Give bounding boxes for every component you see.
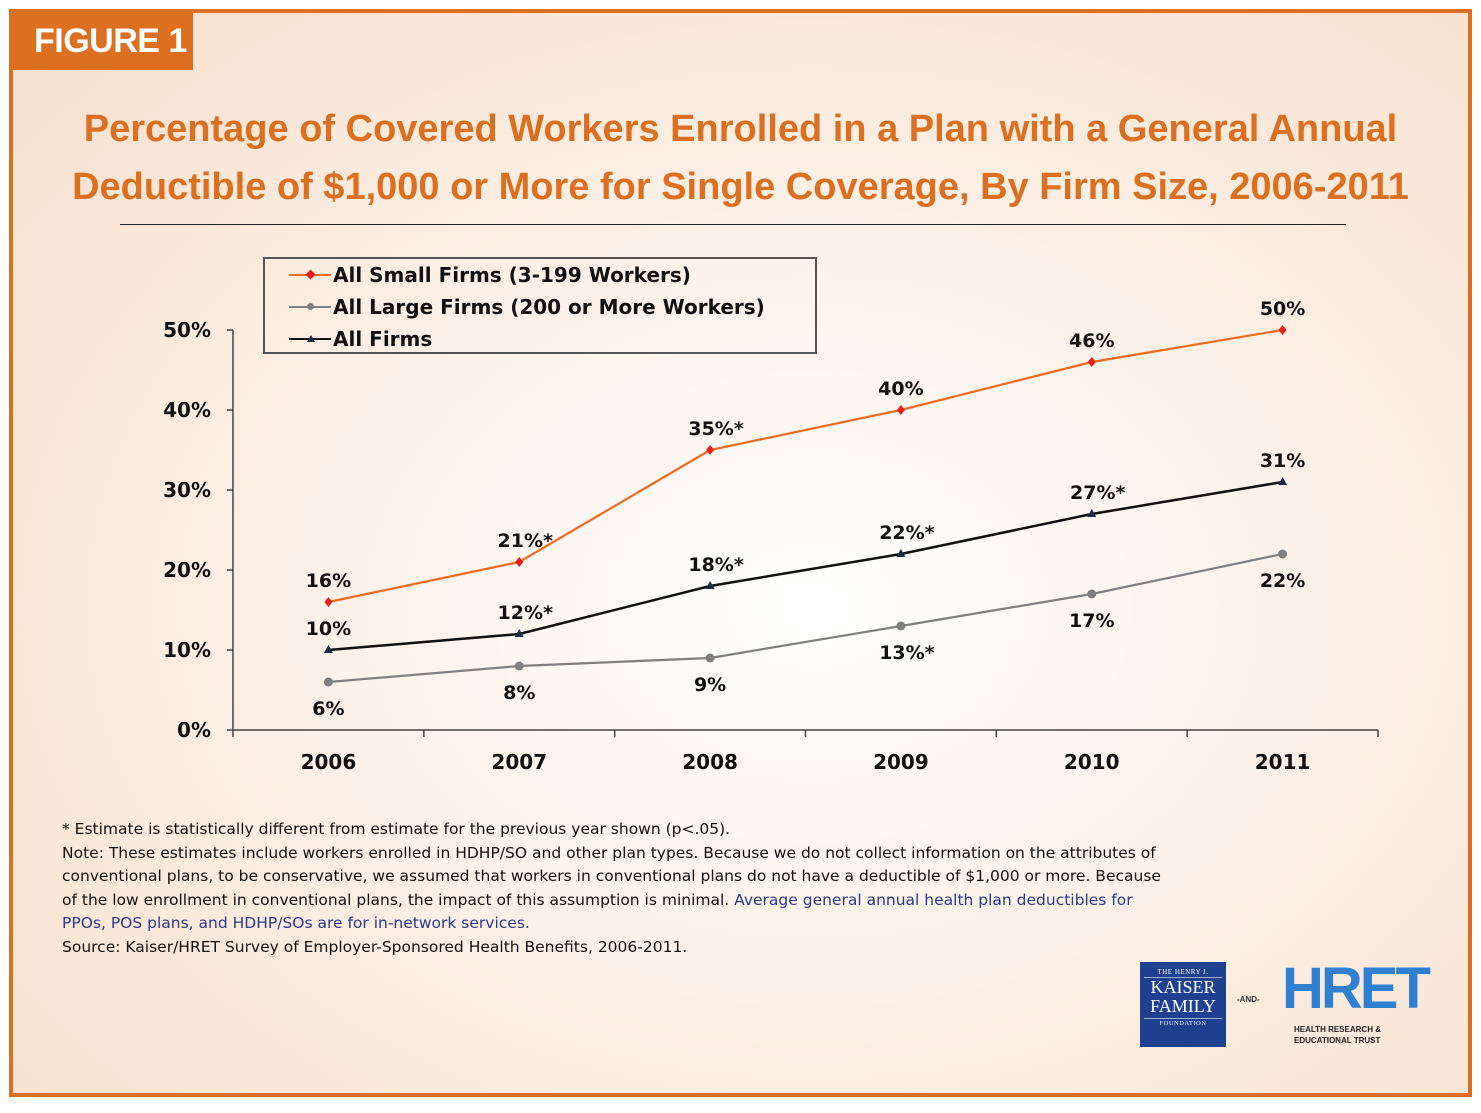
hret-logo-subtitle: HEALTH RESEARCH & EDUCATIONAL TRUST: [1294, 1024, 1381, 1046]
series-markers: [323, 325, 1288, 687]
y-tick-label: 30%: [163, 478, 211, 502]
data-point-all-firms: [1278, 477, 1288, 485]
data-point-all-firms: [705, 581, 715, 589]
data-label-small-firms: 21%*: [498, 530, 553, 552]
data-point-large-firms: [896, 621, 906, 631]
data-label-all-firms: 18%*: [688, 554, 743, 576]
data-label-all-firms: 12%*: [498, 602, 553, 624]
data-point-small-firms: [1278, 325, 1287, 335]
x-tick-label: 2009: [873, 750, 929, 774]
data-label-all-firms: 22%*: [879, 522, 934, 544]
data-point-large-firms: [514, 661, 524, 671]
note-line-2: conventional plans, to be conservative, …: [62, 867, 1161, 885]
deductibles-link-text-2[interactable]: PPOs, POS plans, and HDHP/SOs are for in…: [62, 914, 530, 932]
legend-label-all-firms: All Firms: [333, 327, 433, 351]
chart-title: Percentage of Covered Workers Enrolled i…: [0, 100, 1481, 216]
logos: THE HENRY J. KAISER FAMILY FOUNDATION -A…: [1140, 958, 1440, 1050]
chart-notes: * Estimate is statistically different fr…: [62, 818, 1342, 959]
series-line-large-firms: [328, 552, 1283, 684]
source-note: Source: Kaiser/HRET Survey of Employer-S…: [62, 937, 688, 956]
data-point-all-firms: [896, 549, 906, 557]
data-label-large-firms: 13%*: [879, 642, 934, 664]
data-point-all-firms: [514, 629, 524, 637]
data-label-all-firms: 31%: [1260, 450, 1305, 472]
legend-item-all-firms: All Firms: [289, 323, 432, 355]
legend-swatch-all-firms: [289, 330, 331, 348]
kff-logo-line-2: FAMILY: [1150, 996, 1216, 1016]
kff-logo-top: THE HENRY J.: [1144, 967, 1222, 978]
kaiser-family-foundation-logo: THE HENRY J. KAISER FAMILY FOUNDATION: [1140, 962, 1226, 1047]
data-label-large-firms: 17%: [1069, 610, 1114, 632]
data-point-large-firms: [1278, 549, 1288, 559]
deductibles-link-text-1[interactable]: Average general annual health plan deduc…: [734, 890, 1133, 909]
hret-sub-line-2: EDUCATIONAL TRUST: [1294, 1036, 1381, 1045]
x-tick-label: 2008: [682, 750, 738, 774]
kff-logo-line-1: KAISER: [1150, 977, 1216, 997]
figure-label: FIGURE 1: [12, 12, 193, 70]
legend-swatch-small-firms: [289, 266, 331, 284]
data-point-large-firms: [323, 677, 333, 687]
data-point-small-firms: [324, 597, 333, 607]
data-label-small-firms: 16%: [306, 570, 351, 592]
data-labels: 16% 21%* 35%* 40% 46% 50% 6% 8% 9% 13%* 17% 22% 10% 1…: [306, 298, 1306, 720]
data-label-small-firms: 46%: [1069, 330, 1114, 352]
data-point-small-firms: [1087, 357, 1096, 367]
and-separator: -AND-: [1237, 995, 1260, 1004]
series-lines: [328, 328, 1283, 684]
data-point-all-firms: [323, 645, 333, 653]
note-line-1: Note: These estimates include workers en…: [62, 843, 1156, 862]
data-label-large-firms: 22%: [1260, 570, 1305, 592]
x-tick-label: 2006: [301, 750, 357, 774]
data-point-small-firms: [515, 557, 524, 567]
hret-logo: HRET: [1282, 956, 1431, 1021]
chart-axes: 0% 10% 20% 30% 40% 50% 2006 2007 2008 2009 2010 201…: [163, 318, 1379, 774]
data-point-small-firms: [896, 405, 905, 415]
chart-title-line-1: Percentage of Covered Workers Enrolled i…: [83, 108, 1398, 150]
legend-item-large-firms: All Large Firms (200 or More Workers): [289, 291, 765, 323]
figure-frame: [9, 9, 1472, 1097]
data-point-small-firms: [706, 445, 715, 455]
y-tick-label: 20%: [163, 558, 211, 582]
x-tick-label: 2007: [491, 750, 547, 774]
data-point-large-firms: [705, 653, 715, 663]
y-tick-label: 50%: [163, 318, 211, 342]
series-line-small-firms: [328, 328, 1283, 604]
data-point-large-firms: [1087, 589, 1097, 599]
chart-legend: All Small Firms (3-199 Workers) All Larg…: [263, 257, 817, 354]
data-label-large-firms: 8%: [503, 682, 535, 704]
methodology-note: Note: These estimates include workers en…: [62, 842, 1342, 936]
series-line-all-firms: [328, 480, 1283, 652]
y-tick-label: 0%: [177, 718, 211, 742]
legend-label-small-firms: All Small Firms (3-199 Workers): [333, 263, 691, 287]
data-label-large-firms: 9%: [694, 674, 726, 696]
data-label-small-firms: 35%*: [688, 418, 743, 440]
x-tick-label: 2010: [1064, 750, 1120, 774]
data-label-all-firms: 10%: [306, 618, 351, 640]
asterisk-note: * Estimate is statistically different fr…: [62, 820, 731, 838]
hret-sub-line-1: HEALTH RESEARCH &: [1294, 1025, 1381, 1034]
kff-logo-bottom: FOUNDATION: [1144, 1018, 1222, 1029]
legend-label-large-firms: All Large Firms (200 or More Workers): [333, 295, 765, 319]
data-label-small-firms: 40%: [878, 378, 923, 400]
title-divider: [120, 224, 1346, 225]
x-tick-label: 2011: [1255, 750, 1311, 774]
data-label-small-firms: 50%: [1260, 298, 1305, 320]
data-point-all-firms: [1087, 509, 1097, 517]
note-line-3: of the low enrollment in conventional pl…: [62, 890, 735, 909]
y-tick-label: 40%: [163, 398, 211, 422]
legend-item-small-firms: All Small Firms (3-199 Workers): [289, 259, 691, 291]
data-label-large-firms: 6%: [312, 698, 344, 720]
chart-title-line-2: Deductible of $1,000 or More for Single …: [72, 166, 1409, 208]
legend-swatch-large-firms: [289, 298, 331, 316]
y-tick-label: 10%: [163, 638, 211, 662]
data-label-all-firms: 27%*: [1070, 482, 1125, 504]
